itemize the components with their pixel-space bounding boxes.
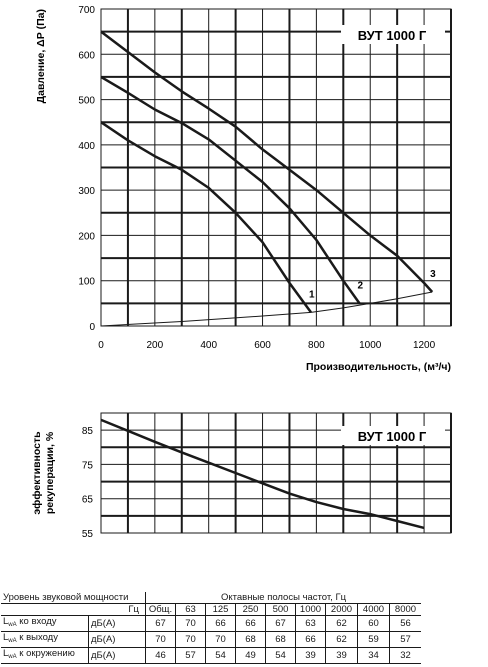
row-label: LwA ко входу bbox=[1, 615, 89, 632]
chart-title: ВУТ 1000 Г bbox=[358, 429, 427, 444]
value-cell: 67 bbox=[265, 615, 296, 632]
row-label: LwA к окружению bbox=[1, 647, 89, 664]
x-axis-label: Производительность, (м³/ч) bbox=[306, 361, 451, 373]
value-cell: 39 bbox=[295, 647, 326, 664]
y-tick-label: 100 bbox=[78, 277, 95, 288]
value-cell: 34 bbox=[357, 647, 390, 664]
band-header: 63 bbox=[175, 603, 206, 616]
band-header: 250 bbox=[235, 603, 266, 616]
y-tick-label: 400 bbox=[78, 141, 95, 152]
x-tick-label: 200 bbox=[147, 340, 164, 351]
y-tick-label: 0 bbox=[89, 322, 95, 333]
value-cell: 66 bbox=[205, 615, 236, 632]
efficiency-curve bbox=[100, 418, 425, 530]
value-cell: 54 bbox=[265, 647, 296, 664]
y-axis-label-line: эффективность bbox=[31, 431, 43, 515]
y-axis-label: Давление, ΔР (Па) bbox=[35, 9, 47, 103]
table-header-row: Уровень звуковой мощности Октавные полос… bbox=[1, 592, 421, 604]
octave-band-header: Октавные полосы частот, Гц bbox=[145, 592, 421, 604]
y-tick-label: 500 bbox=[78, 96, 95, 107]
value-cell: 67 bbox=[145, 615, 176, 632]
y-tick-label: 700 bbox=[78, 5, 95, 16]
x-tick-label: 800 bbox=[308, 340, 325, 351]
y-tick-label: 300 bbox=[78, 186, 95, 197]
value-cell: 62 bbox=[325, 631, 358, 648]
table-row: LwA ко входу дБ(А) 67 70 66 66 67 63 62 60 56 bbox=[1, 615, 421, 632]
value-cell: 66 bbox=[295, 631, 326, 648]
hz-label: Гц bbox=[1, 603, 146, 616]
y-tick-label: 600 bbox=[78, 50, 95, 61]
value-cell: 68 bbox=[235, 631, 266, 648]
curve-1 bbox=[100, 121, 313, 314]
curve-label: 2 bbox=[357, 280, 363, 291]
value-cell: 70 bbox=[145, 631, 176, 648]
x-tick-label: 400 bbox=[200, 340, 217, 351]
y-tick-label: 85 bbox=[82, 426, 94, 437]
unit-cell: дБ(А) bbox=[88, 615, 146, 632]
plot-frame bbox=[100, 8, 452, 327]
y-axis-label-line: рекуперации, % bbox=[44, 431, 56, 514]
unit-cell: дБ(А) bbox=[88, 647, 146, 664]
performance-chart: 0 200 400 600 800 1000 1200 0 100 200 300 400 500 600… bbox=[35, 5, 452, 373]
sound-power-table: Уровень звуковой мощности Октавные полос… bbox=[1, 592, 421, 664]
unit-cell: дБ(А) bbox=[88, 631, 146, 648]
curve-2 bbox=[100, 75, 361, 305]
band-header: 1000 bbox=[295, 603, 326, 616]
value-cell: 32 bbox=[389, 647, 421, 664]
value-cell: 56 bbox=[389, 615, 421, 632]
frequency-header-row: Гц Общ. 63 125 250 500 1000 2000 4000 8000 bbox=[1, 603, 421, 616]
y-tick-label: 200 bbox=[78, 231, 95, 242]
value-cell: 62 bbox=[325, 615, 358, 632]
title-box bbox=[341, 25, 445, 44]
x-tick-label: 1000 bbox=[359, 340, 382, 351]
curve-label: 3 bbox=[430, 269, 436, 280]
x-tick-label: 600 bbox=[254, 340, 271, 351]
x-tick-label: 1200 bbox=[413, 340, 436, 351]
band-header: 125 bbox=[205, 603, 236, 616]
value-cell: 68 bbox=[265, 631, 296, 648]
curve-3 bbox=[100, 30, 434, 293]
table-row: LwA к окружению дБ(А) 46 57 54 49 54 39 39 34 32 bbox=[1, 647, 421, 664]
system-curve bbox=[100, 291, 433, 327]
band-header: Общ. bbox=[145, 603, 176, 616]
value-cell: 46 bbox=[145, 647, 176, 664]
value-cell: 59 bbox=[357, 631, 390, 648]
value-cell: 54 bbox=[205, 647, 236, 664]
value-cell: 66 bbox=[235, 615, 266, 632]
band-header: 2000 bbox=[325, 603, 358, 616]
y-tick-label: 65 bbox=[82, 495, 94, 506]
y-tick-label: 75 bbox=[82, 460, 94, 471]
band-header: 4000 bbox=[357, 603, 390, 616]
value-cell: 70 bbox=[175, 615, 206, 632]
curve-label: 1 bbox=[309, 289, 315, 300]
efficiency-chart: 55 65 75 85 ВУТ 1000 Г эффективность рекуперац… bbox=[31, 412, 452, 540]
value-cell: 70 bbox=[175, 631, 206, 648]
table-row: LwA к выходу дБ(А) 70 70 70 68 68 66 62 59 57 bbox=[1, 631, 421, 648]
value-cell: 63 bbox=[295, 615, 326, 632]
value-cell: 57 bbox=[175, 647, 206, 664]
band-header: 500 bbox=[265, 603, 296, 616]
value-cell: 57 bbox=[389, 631, 421, 648]
plot-frame bbox=[100, 412, 452, 534]
x-tick-label: 0 bbox=[98, 340, 104, 351]
title-box bbox=[341, 426, 445, 445]
row-label: LwA к выходу bbox=[1, 631, 89, 648]
value-cell: 39 bbox=[325, 647, 358, 664]
value-cell: 60 bbox=[357, 615, 390, 632]
y-tick-label: 55 bbox=[82, 529, 94, 540]
table-title: Уровень звуковой мощности bbox=[1, 592, 146, 604]
chart-title: ВУТ 1000 Г bbox=[358, 28, 427, 43]
band-header: 8000 bbox=[389, 603, 421, 616]
value-cell: 49 bbox=[235, 647, 266, 664]
y-axis-label: эффективность рекуперации, % bbox=[31, 431, 56, 515]
value-cell: 70 bbox=[205, 631, 236, 648]
